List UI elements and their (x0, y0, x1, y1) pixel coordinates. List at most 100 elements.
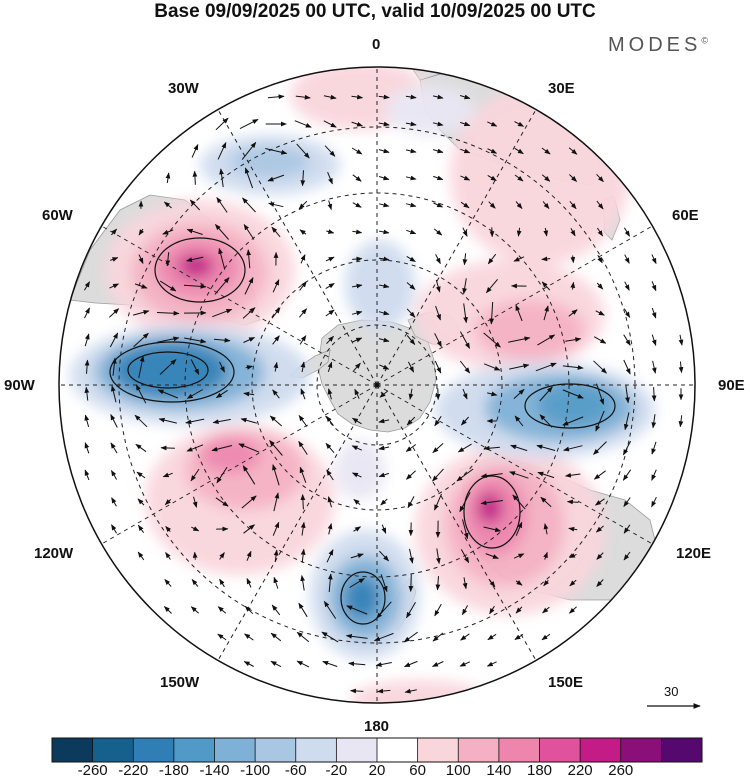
wind-vector (569, 200, 577, 210)
meridian-line (101, 384, 378, 545)
wind-vector (489, 605, 495, 615)
wind-vector (298, 602, 308, 618)
wind-vector (212, 308, 233, 318)
wind-vector (324, 145, 336, 157)
wind-vector (435, 305, 441, 321)
wind-vector (570, 255, 576, 264)
wind-vector (539, 386, 553, 402)
colorbar-tick-label: -140 (199, 762, 230, 779)
wind-vector (405, 94, 417, 100)
wind-vector (405, 121, 417, 127)
wind-vector (378, 472, 389, 478)
wind-vector (373, 632, 394, 642)
wind-vector (651, 469, 657, 481)
wind-vector (270, 632, 282, 642)
wind-vector (162, 229, 174, 235)
wind-vector (513, 553, 525, 559)
brand-mark: © (701, 35, 708, 46)
wind-vector (138, 254, 144, 264)
wind-vector (272, 279, 280, 293)
wind-vector (298, 200, 308, 210)
wind-vector (623, 497, 631, 507)
wind-vector (514, 147, 524, 155)
wind-vector (351, 310, 363, 316)
wind-vector (651, 281, 657, 292)
wind-vector (483, 526, 502, 533)
wind-vector (404, 688, 417, 694)
wind-vector (568, 606, 577, 614)
wind-vector (110, 257, 119, 262)
wind-vector (134, 283, 148, 289)
wind-vector (406, 255, 416, 263)
wind-vector (327, 496, 333, 508)
wind-vector (299, 281, 307, 291)
wind-vector (246, 550, 252, 561)
wind-vector (351, 121, 363, 127)
colorbar-tick-label: -220 (118, 762, 149, 779)
wind-vector (380, 498, 388, 506)
wind-vector (623, 227, 631, 237)
colorbar-swatch (539, 738, 581, 762)
wind-vector (406, 229, 417, 235)
wind-vector (186, 389, 203, 399)
wind-vector (300, 521, 306, 536)
wind-vector (378, 175, 390, 181)
wind-vector (651, 414, 657, 429)
wind-vector (186, 256, 204, 263)
wind-vector (569, 579, 577, 587)
wind-vector (513, 388, 525, 399)
wind-vector (537, 471, 555, 479)
lon-label-30e: 30E (548, 80, 575, 97)
colorbar-swatch (295, 738, 337, 762)
wind-vector (325, 442, 335, 454)
wind-vector (84, 333, 90, 347)
wind-vector (651, 334, 657, 346)
lon-label-150w: 150W (160, 674, 200, 691)
anomaly-neg-mid-4 (230, 146, 310, 178)
anomaly-neg-inner-3 (344, 576, 380, 620)
wind-vector (296, 143, 310, 159)
wind-vector (165, 172, 171, 184)
wind-vector (351, 445, 363, 451)
wind-vector (164, 578, 172, 587)
wind-vector (535, 362, 557, 372)
wind-vector (111, 497, 117, 507)
lon-label-120e: 120E (676, 545, 712, 562)
contour-low-3 (340, 571, 386, 625)
wind-vector (623, 524, 631, 534)
anomaly-neg-inner-2 (537, 383, 613, 427)
lon-label-150e: 150E (548, 674, 584, 691)
wind-vector (406, 602, 416, 619)
wind-vector (514, 121, 525, 127)
wind-vector (190, 606, 200, 614)
wind-vector (434, 416, 442, 427)
meridian-line (101, 225, 378, 386)
wind-vector (245, 365, 253, 370)
wind-vector (565, 472, 581, 478)
colorbar-swatch (255, 738, 297, 762)
wind-vector (566, 499, 579, 505)
wind-vector (269, 415, 283, 427)
wind-vector (84, 442, 90, 454)
wind-vector (568, 309, 578, 317)
wind-vector (596, 383, 605, 405)
wind-vector (488, 578, 496, 588)
wind-vector (132, 309, 150, 316)
wind-vector (352, 283, 363, 289)
wind-vector (483, 445, 500, 451)
wind-vector (353, 499, 361, 505)
wind-vector (515, 521, 523, 536)
wind-vector (215, 224, 229, 240)
wind-vector (110, 442, 118, 454)
colorbar-tick-label: -20 (325, 762, 348, 779)
wind-vector (299, 308, 307, 318)
wind-vector (191, 526, 200, 532)
wind-vector (192, 496, 198, 508)
wind-vector (242, 307, 256, 319)
anomaly-pos-core-2 (477, 492, 503, 524)
wind-vector (242, 465, 256, 485)
wind-vector (300, 494, 306, 510)
wind-vector (84, 386, 90, 401)
wind-vector (351, 417, 362, 425)
